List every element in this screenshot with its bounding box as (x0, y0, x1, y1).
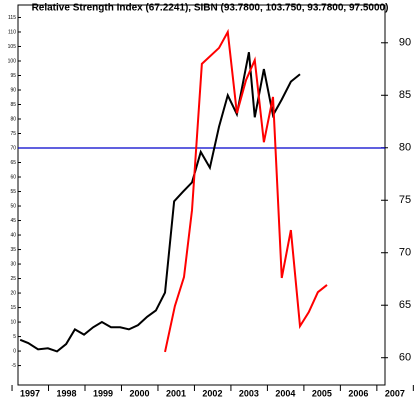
plot-frame (17, 4, 386, 386)
y-tick-label: 105 (8, 44, 17, 50)
y-tick-label: 35 (10, 247, 16, 253)
y-tick-label: 70 (10, 145, 16, 151)
y-tick-label: 20 (10, 290, 16, 296)
y2-tick-label: 65 (399, 299, 411, 311)
y-tick-label: 95 (10, 73, 16, 79)
y2-tick-label: 85 (399, 89, 411, 101)
y-tick-label: 100 (8, 58, 17, 64)
y-tick-label: 10 (10, 319, 16, 325)
x-tick-label: 1999 (93, 388, 113, 398)
x-tick-label: 1997 (20, 388, 40, 398)
y-tick-label: 115 (8, 15, 16, 21)
y-tick-label: -5 (12, 363, 17, 369)
x-tick-label: 2001 (166, 388, 186, 398)
y-tick-label: 25 (10, 276, 16, 282)
x-tick-label: 2007 (385, 388, 405, 398)
y-tick-label: 75 (10, 131, 16, 137)
y-tick-label: 85 (10, 102, 16, 108)
y-tick-label: 55 (10, 189, 16, 195)
x-tick-label: 2000 (129, 388, 149, 398)
y-tick-label: 5 (13, 334, 16, 340)
y-tick-label: 45 (10, 218, 16, 224)
x-tick-label: 2004 (275, 388, 295, 398)
y2-tick-label: 90 (399, 37, 411, 49)
y-tick-label: 80 (10, 116, 16, 122)
y-tick-label: 15 (10, 305, 16, 311)
y-tick-label: 110 (8, 29, 16, 35)
y2-tick-label: 60 (399, 352, 411, 364)
y-tick-label: 30 (10, 261, 16, 267)
y-tick-label: 40 (10, 232, 16, 238)
y2-tick-label: 70 (399, 247, 411, 259)
y2-tick-label: 80 (399, 142, 411, 154)
x-tick-label: 2002 (202, 388, 222, 398)
x-tick-label: 2005 (312, 388, 332, 398)
y2-tick-label: 75 (399, 194, 411, 206)
y-tick-label: 60 (10, 174, 16, 180)
x-tick-label: 2003 (239, 388, 259, 398)
x-tick-label: 1998 (57, 388, 77, 398)
series-line (164, 28, 328, 353)
y-tick-label: 90 (10, 87, 16, 93)
y-tick-label: 65 (10, 160, 16, 166)
chart-title: Relative Strength Index (67.2241), SIBN … (32, 3, 389, 14)
y-tick-label: 50 (10, 203, 16, 209)
x-tick-label: 2006 (348, 388, 368, 398)
y-tick-label: 0 (13, 348, 16, 354)
series-line (19, 52, 301, 353)
